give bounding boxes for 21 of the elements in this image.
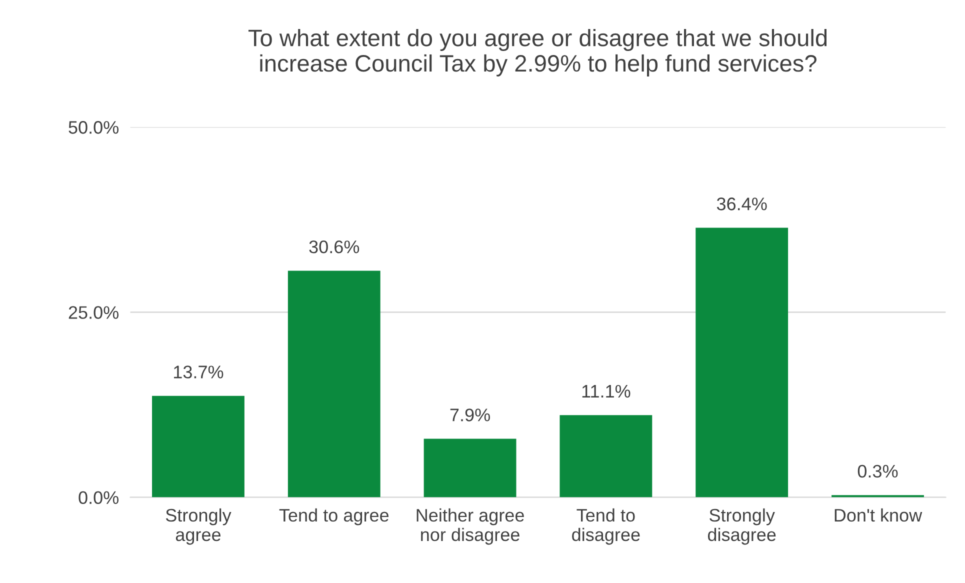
data-label: 36.4% xyxy=(716,198,767,210)
bar xyxy=(696,228,788,498)
x-tick-label: Tend to agree xyxy=(279,508,389,526)
data-label: 13.7% xyxy=(174,366,224,378)
x-tick-label: Tend to disagree xyxy=(572,508,640,545)
x-tick-label: Strongly agree xyxy=(166,508,232,545)
x-tick-label: Strongly disagree xyxy=(708,508,776,545)
data-label: 11.1% xyxy=(582,384,630,398)
y-tick-label: 0.0% xyxy=(78,491,119,504)
y-tick-label: 50.0% xyxy=(68,121,119,134)
data-label: 0.3% xyxy=(858,464,898,478)
data-label: 7.9% xyxy=(450,408,490,422)
chart-title: To what extent do you agree or disagree that we should increase Council Tax by 2.99% to help fund services? xyxy=(248,28,827,76)
bar xyxy=(560,415,652,498)
bar xyxy=(288,270,380,498)
data-label: 30.6% xyxy=(309,240,360,254)
bar xyxy=(424,438,516,498)
x-tick-label: Neither agree nor disagree xyxy=(416,508,524,545)
x-tick-label: Don't know xyxy=(834,508,922,522)
y-tick-label: 25.0% xyxy=(68,306,119,319)
bar xyxy=(152,396,244,498)
